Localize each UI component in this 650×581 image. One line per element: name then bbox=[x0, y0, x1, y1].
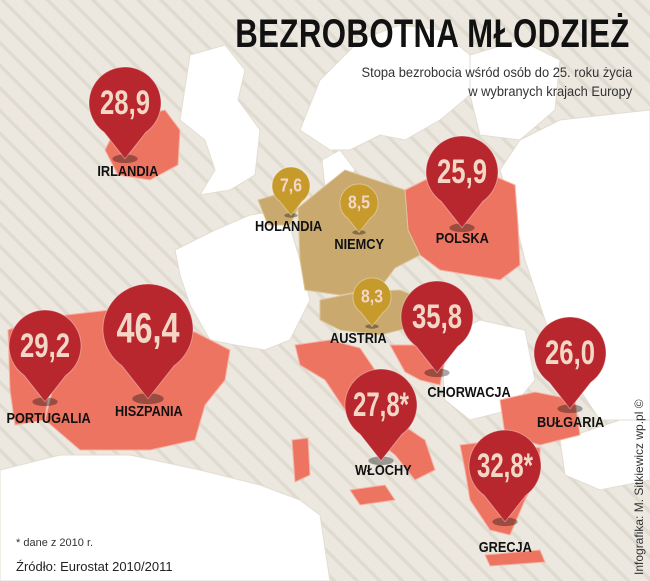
marker-pin bbox=[400, 280, 474, 374]
country-sicily bbox=[349, 484, 396, 506]
country-label-hr: CHORWACJA bbox=[427, 384, 511, 401]
marker-pin bbox=[468, 429, 542, 523]
country-germany bbox=[297, 169, 421, 296]
land-finland bbox=[469, 39, 561, 141]
marker-value-de: 8,5 bbox=[348, 193, 370, 213]
marker-value-es: 46,4 bbox=[117, 305, 180, 353]
marker-pin bbox=[102, 283, 194, 400]
marker-ie[interactable]: 28,9 bbox=[88, 66, 162, 164]
country-label-ie: IRLANDIA bbox=[97, 163, 159, 180]
country-label-gr: GRECJA bbox=[478, 539, 532, 556]
subtitle: Stopa bezrobocia wśród osób do 25. roku … bbox=[361, 64, 632, 80]
marker-value-ie: 28,9 bbox=[100, 84, 150, 122]
land-turkey bbox=[559, 419, 650, 491]
marker-value-hr: 35,8 bbox=[412, 298, 462, 336]
land-france bbox=[174, 209, 311, 351]
marker-pt[interactable]: 29,2 bbox=[8, 309, 82, 407]
country-label-it: WŁOCHY bbox=[354, 462, 412, 479]
marker-value-nl: 7,6 bbox=[280, 176, 302, 196]
country-label-bg: BUŁGARIA bbox=[536, 414, 604, 431]
marker-pin bbox=[339, 183, 379, 234]
marker-nl[interactable]: 7,6 bbox=[271, 166, 311, 218]
land-great-britain bbox=[179, 44, 261, 196]
source-text: Źródło: Eurostat 2010/2011 bbox=[16, 559, 173, 574]
marker-pin bbox=[344, 368, 418, 462]
marker-value-pt: 29,2 bbox=[20, 327, 70, 365]
page-title: BEZROBOTNA MŁODZIEŻ bbox=[235, 12, 630, 56]
marker-value-bg: 26,0 bbox=[545, 334, 595, 372]
marker-pin bbox=[88, 66, 162, 160]
footnote: * dane z 2010 r. bbox=[16, 537, 94, 549]
marker-pin bbox=[425, 135, 499, 229]
marker-es[interactable]: 46,4 bbox=[102, 283, 194, 405]
subtitle-line-2: w wybranych krajach Europy bbox=[468, 83, 632, 99]
marker-value-pl: 25,9 bbox=[437, 153, 487, 191]
country-label-at: AUSTRIA bbox=[329, 330, 387, 347]
country-crete bbox=[484, 549, 546, 567]
marker-at[interactable]: 8,3 bbox=[352, 277, 392, 329]
marker-gr[interactable]: 32,8* bbox=[468, 429, 542, 527]
country-label-es: HISZPANIA bbox=[114, 403, 183, 420]
marker-it[interactable]: 27,8* bbox=[344, 368, 418, 466]
country-label-nl: HOLANDIA bbox=[254, 218, 322, 235]
marker-pin bbox=[271, 166, 311, 217]
country-label-de: NIEMCY bbox=[334, 236, 384, 253]
marker-pin bbox=[8, 309, 82, 403]
marker-pl[interactable]: 25,9 bbox=[425, 135, 499, 233]
country-sardinia bbox=[291, 437, 311, 483]
marker-value-at: 8,3 bbox=[361, 287, 383, 307]
country-label-pt: PORTUGALIA bbox=[5, 410, 91, 427]
marker-pin bbox=[533, 316, 607, 410]
marker-value-gr: 32,8* bbox=[477, 447, 534, 485]
marker-hr[interactable]: 35,8 bbox=[400, 280, 474, 378]
marker-bg[interactable]: 26,0 bbox=[533, 316, 607, 414]
land-north-africa bbox=[0, 454, 331, 581]
marker-pin bbox=[352, 277, 392, 328]
marker-value-it: 27,8* bbox=[353, 386, 410, 424]
country-label-pl: POLSKA bbox=[435, 230, 489, 247]
credit-text: Infografika: M. Sitkiewicz wp.pl © bbox=[632, 399, 646, 575]
marker-de[interactable]: 8,5 bbox=[339, 183, 379, 235]
